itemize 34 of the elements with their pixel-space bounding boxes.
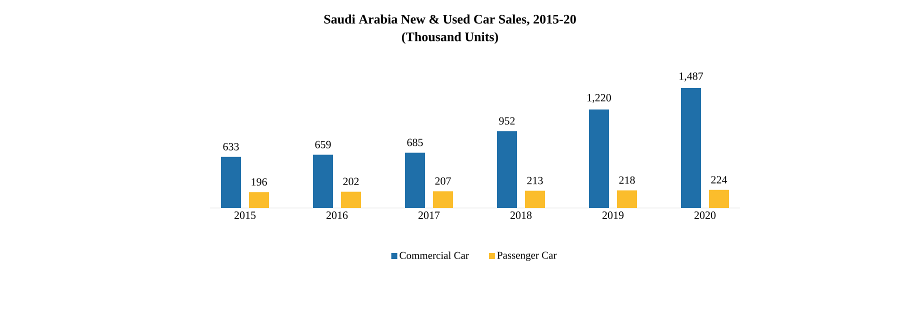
data-label: 207 bbox=[435, 177, 451, 185]
bar bbox=[341, 192, 362, 208]
bar bbox=[405, 152, 426, 208]
data-label: 213 bbox=[527, 176, 543, 184]
bar bbox=[681, 88, 701, 208]
x-tick-label: 2018 bbox=[510, 212, 532, 219]
bar bbox=[525, 190, 545, 208]
bar bbox=[433, 191, 454, 208]
data-label: 1,487 bbox=[680, 72, 704, 82]
data-label: 202 bbox=[343, 178, 359, 186]
x-tick-label: 2015 bbox=[234, 212, 256, 219]
x-tick-label: 2016 bbox=[326, 212, 348, 219]
chart-subtitle: (Thousand Units) bbox=[402, 32, 498, 44]
bar bbox=[617, 190, 637, 208]
data-label: 685 bbox=[407, 138, 423, 146]
data-label: 633 bbox=[223, 142, 239, 150]
bar bbox=[497, 131, 517, 208]
bar bbox=[313, 154, 334, 208]
data-label: 659 bbox=[315, 140, 331, 148]
x-tick-label: 2017 bbox=[418, 212, 440, 219]
bar bbox=[221, 156, 242, 208]
data-label: 218 bbox=[619, 176, 635, 184]
data-label: 224 bbox=[711, 176, 728, 184]
legend-label: Passenger Car bbox=[497, 252, 557, 261]
data-label: 196 bbox=[252, 178, 267, 186]
x-tick-label: 2020 bbox=[694, 212, 716, 219]
chart-title: Saudi Arabia New & Used Car Sales, 2015-20 bbox=[324, 14, 576, 26]
legend-label: Commercial Car bbox=[400, 252, 469, 259]
bar bbox=[708, 190, 729, 208]
data-label: 952 bbox=[499, 117, 515, 125]
bar bbox=[589, 110, 609, 208]
bar bbox=[249, 192, 270, 208]
x-tick-label: 2019 bbox=[602, 212, 624, 219]
data-label: 1,220 bbox=[588, 94, 611, 104]
